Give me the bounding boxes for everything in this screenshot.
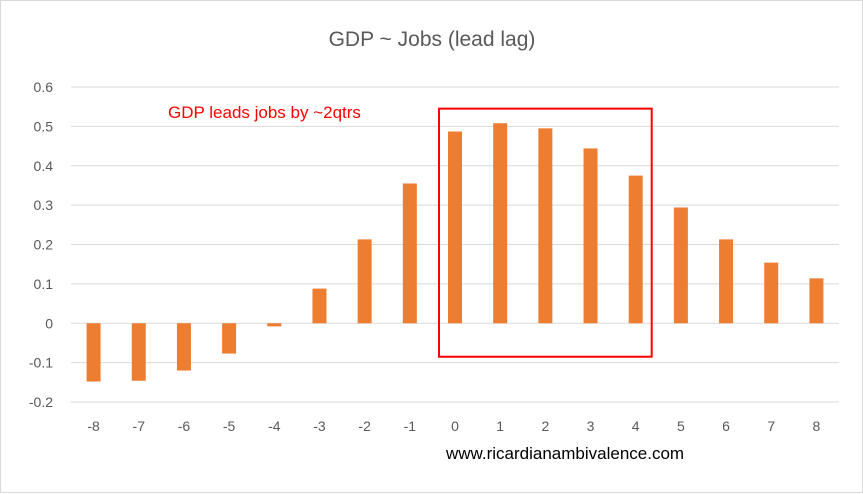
bar bbox=[222, 323, 237, 354]
bar bbox=[357, 239, 372, 324]
annotation: GDP leads jobs by ~2qtrs bbox=[168, 103, 361, 122]
bar bbox=[809, 278, 824, 324]
bar bbox=[86, 323, 101, 382]
y-tick-label: 0.4 bbox=[34, 158, 54, 174]
bar bbox=[176, 323, 191, 371]
bar bbox=[628, 175, 643, 324]
y-tick-label: -0.1 bbox=[29, 355, 53, 371]
x-tick-label: -2 bbox=[358, 418, 371, 434]
x-tick-label: -1 bbox=[404, 418, 417, 434]
bar bbox=[448, 131, 462, 324]
bar bbox=[402, 183, 417, 324]
x-tick-label: 0 bbox=[451, 418, 459, 434]
x-tick-label: 5 bbox=[677, 418, 685, 434]
bar bbox=[719, 239, 734, 324]
x-tick-label: -4 bbox=[268, 418, 281, 434]
y-tick-label: 0.3 bbox=[34, 197, 54, 213]
y-tick-label: 0.6 bbox=[34, 79, 54, 95]
bar bbox=[267, 323, 282, 327]
bar bbox=[538, 128, 553, 324]
y-tick-label: -0.2 bbox=[29, 394, 53, 410]
source-label: www.ricardianambivalence.com bbox=[445, 444, 684, 463]
x-tick-label: 1 bbox=[496, 418, 504, 434]
bar bbox=[493, 123, 508, 324]
x-tick-label: 4 bbox=[632, 418, 640, 434]
y-tick-label: 0.2 bbox=[34, 237, 54, 253]
x-tick-label: -7 bbox=[133, 418, 146, 434]
bar bbox=[673, 207, 688, 324]
highlight-box bbox=[438, 107, 653, 358]
x-tick-label: 8 bbox=[813, 418, 821, 434]
x-tick-label: -3 bbox=[313, 418, 326, 434]
x-tick-label: 6 bbox=[722, 418, 730, 434]
bar bbox=[131, 323, 146, 381]
x-tick-label: -8 bbox=[87, 418, 100, 434]
y-tick-label: 0 bbox=[45, 315, 53, 331]
y-tick-label: 0.1 bbox=[34, 276, 54, 292]
x-tick-label: -6 bbox=[178, 418, 191, 434]
chart-title: GDP ~ Jobs (lead lag) bbox=[329, 28, 536, 51]
bar bbox=[764, 262, 779, 324]
x-tick-label: -5 bbox=[223, 418, 236, 434]
x-tick-label: 2 bbox=[541, 418, 549, 434]
bar bbox=[312, 288, 327, 324]
y-tick-label: 0.5 bbox=[34, 118, 54, 134]
x-tick-label: 7 bbox=[767, 418, 775, 434]
bar bbox=[583, 148, 598, 324]
x-tick-label: 3 bbox=[587, 418, 595, 434]
